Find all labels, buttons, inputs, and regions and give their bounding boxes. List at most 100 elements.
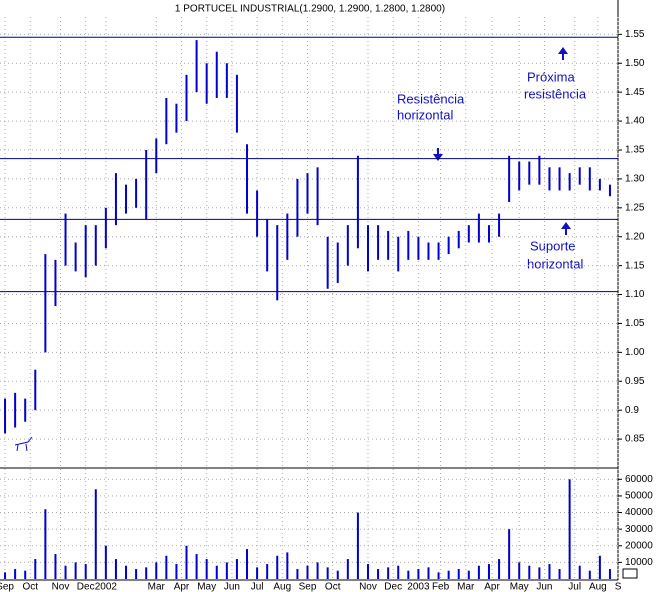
scale-box (622, 568, 638, 579)
volume-bar (296, 569, 299, 579)
x-tick-label: Jun (224, 582, 240, 592)
x-tick-label: 2003 (407, 582, 430, 592)
x-tick-label: Oct (22, 582, 38, 592)
volume-bar (225, 562, 228, 579)
volume-bar (437, 572, 440, 579)
x-tick-label: Oct (325, 582, 341, 592)
volume-bar (145, 567, 148, 579)
volume-bar (407, 570, 410, 579)
x-tick-label: Nov (359, 582, 377, 592)
volume-bar (195, 554, 198, 579)
x-tick-label: Nov (52, 582, 70, 592)
volume-bar (34, 559, 37, 579)
volume-bar (256, 567, 259, 579)
x-tick-label: Aug (273, 582, 291, 592)
volume-tick-label: 30000 (625, 524, 653, 535)
arrow-up (558, 47, 568, 60)
x-tick-label: S (615, 582, 622, 592)
volume-bar (477, 565, 480, 579)
volume-bar (316, 562, 319, 579)
y-tick-label: 1.00 (625, 347, 645, 358)
x-tick-label: Mar (457, 582, 475, 592)
x-tick-label: Aug (589, 582, 607, 592)
volume-bar (528, 565, 531, 579)
annotation: Resistência (397, 91, 465, 106)
volume-bar (175, 564, 178, 579)
volume-bar (104, 545, 107, 579)
volume-bar (558, 569, 561, 579)
volume-bar (54, 554, 57, 579)
volume-bar (4, 572, 7, 579)
x-tick-label: Mar (148, 582, 166, 592)
y-tick-label: 1.20 (625, 231, 645, 242)
annotation: horizontal (397, 107, 453, 122)
volume-bar (205, 559, 208, 579)
volume-bar (417, 569, 420, 579)
volume-tick-label: 50000 (625, 491, 653, 502)
x-tick-label: Jun (536, 582, 552, 592)
y-tick-label: 1.35 (625, 145, 645, 156)
volume-bar (74, 562, 77, 579)
chart-title: 1 PORTUCEL INDUSTRIAL(1.2900, 1.2900, 1.… (175, 4, 445, 15)
x-tick-label: Apr (484, 582, 500, 592)
arrow-up (561, 222, 571, 235)
volume-bar (306, 565, 309, 579)
volume-bar (568, 479, 571, 579)
volume-bar (185, 545, 188, 579)
volume-bar (246, 549, 249, 579)
x-tick-label: May (510, 582, 529, 592)
y-tick-label: 1.10 (625, 289, 645, 300)
volume-bar (598, 555, 601, 579)
volume-bar (447, 570, 450, 579)
x-tick-label: Dec (384, 582, 402, 592)
volume-bar (336, 570, 339, 579)
volume-bar (508, 529, 511, 579)
x-tick-label: Apr (174, 582, 190, 592)
volume-bar (114, 559, 117, 579)
volume-bar (578, 565, 581, 579)
volume-bar (397, 565, 400, 579)
y-tick-label: 1.15 (625, 260, 645, 271)
volume-tick-label: 20000 (625, 540, 653, 551)
volume-bar (487, 564, 490, 579)
volume-bar (608, 569, 611, 579)
volume-bar (44, 509, 47, 579)
volume-bar (346, 559, 349, 579)
y-tick-label: 0.95 (625, 376, 645, 387)
bull-icon (14, 436, 33, 452)
x-tick-label: Sep (299, 582, 317, 592)
annotation: resistência (524, 86, 587, 101)
volume-bar (387, 567, 390, 579)
x-tick-label: May (197, 582, 216, 592)
y-tick-label: 1.05 (625, 318, 645, 329)
volume-tick-label: 60000 (625, 474, 653, 485)
volume-bar (326, 567, 329, 579)
volume-bar (588, 570, 591, 579)
volume-bar (94, 489, 97, 579)
y-tick-label: 0.9 (625, 405, 639, 416)
volume-bar (467, 570, 470, 579)
volume-bar (377, 569, 380, 579)
volume-bar (84, 564, 87, 579)
volume-bar (498, 559, 501, 579)
volume-bar (356, 512, 359, 579)
volume-bar (286, 552, 289, 579)
volume-bar (14, 569, 17, 579)
y-tick-label: 1.45 (625, 87, 645, 98)
x-tick-label: 2002 (95, 582, 118, 592)
volume-bar (24, 570, 27, 579)
volume-tick-label: 10000 (625, 557, 653, 568)
volume-bar (366, 564, 369, 579)
x-tick-label: Dec (77, 582, 95, 592)
y-tick-label: 1.55 (625, 29, 645, 40)
x-tick-label: Sep (0, 582, 14, 592)
volume-bar (135, 569, 138, 579)
y-tick-label: 1.30 (625, 174, 645, 185)
y-tick-label: 0.85 (625, 434, 645, 445)
volume-bar (215, 565, 218, 579)
annotation: horizontal (527, 256, 583, 271)
volume-bar (165, 555, 168, 579)
